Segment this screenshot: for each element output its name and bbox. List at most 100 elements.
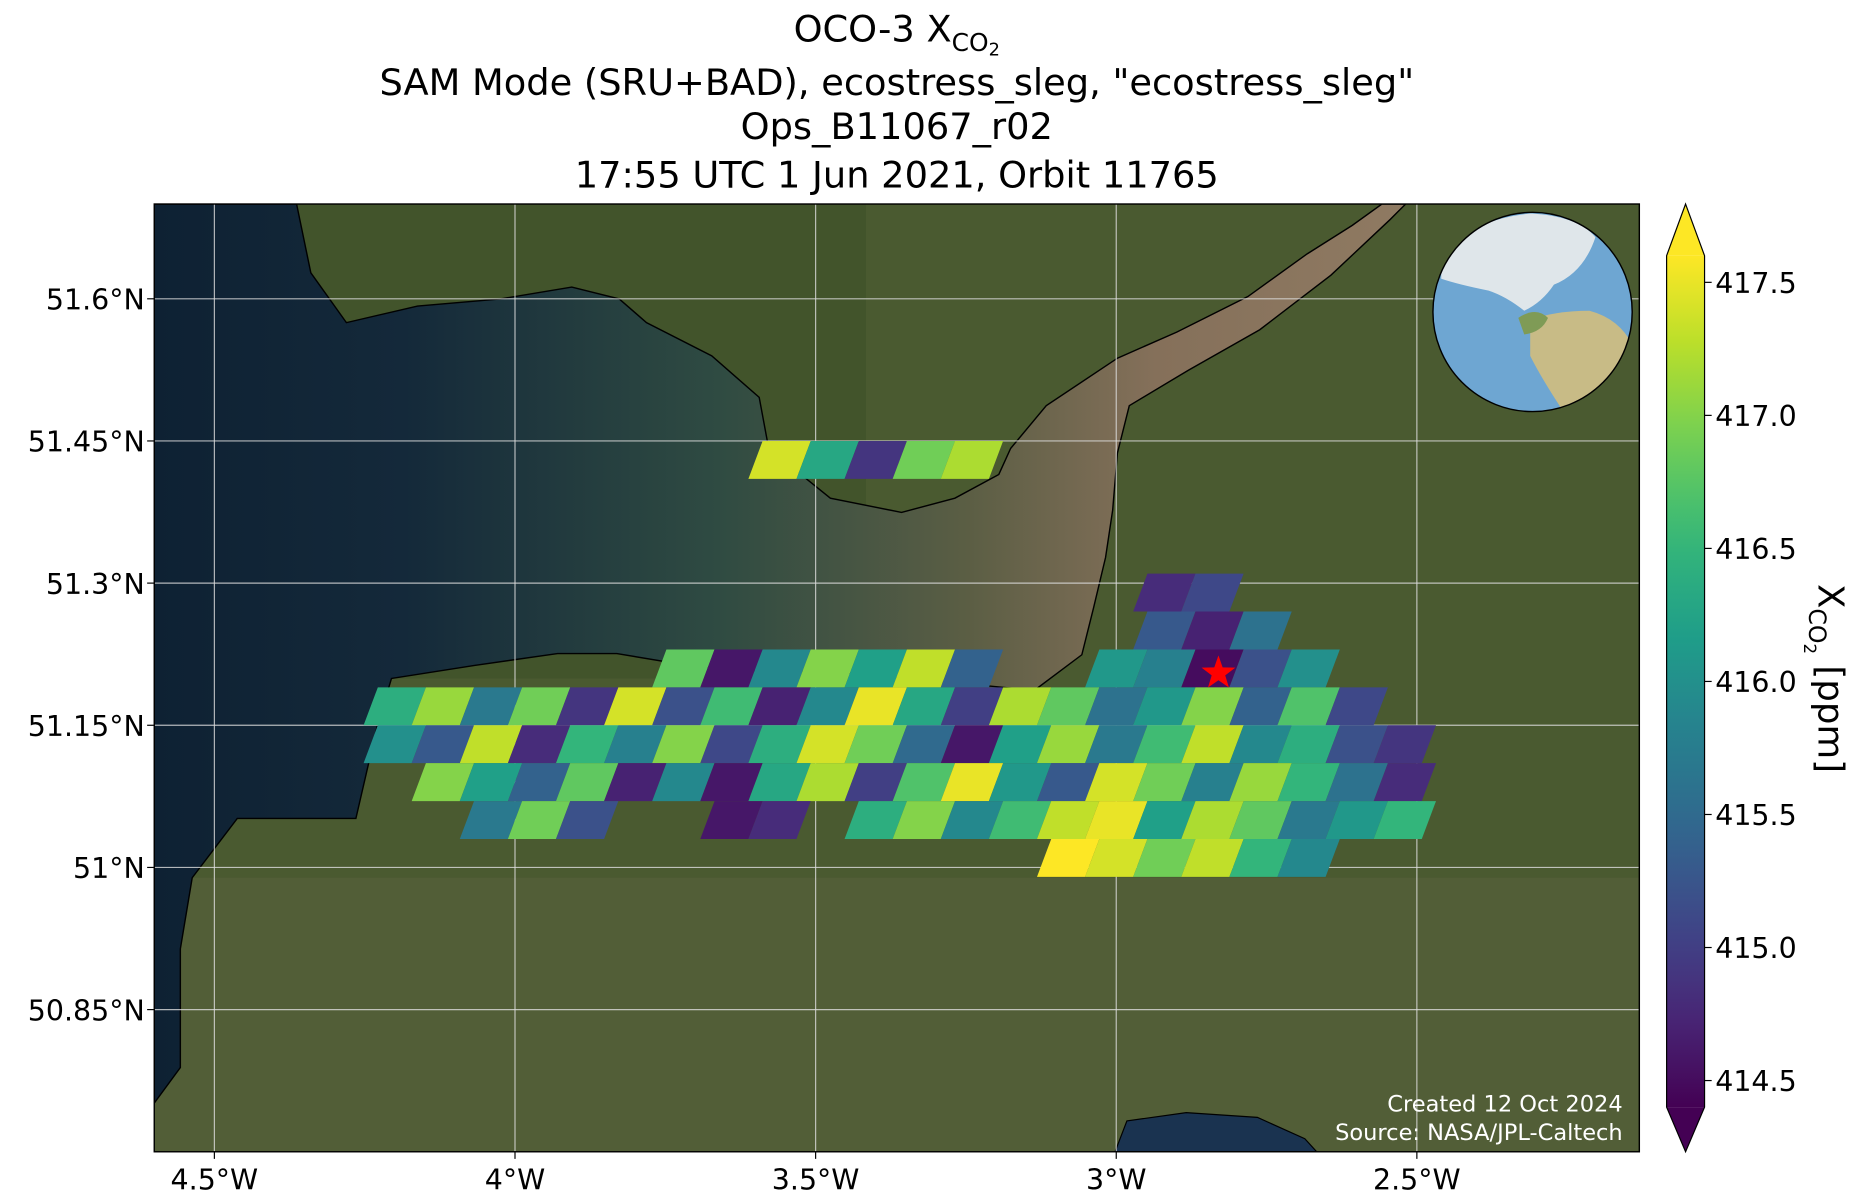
title-text: OCO-3 X: [794, 8, 952, 51]
sounding-cell: [700, 801, 763, 840]
sounding-cell: [1085, 763, 1148, 802]
colorbar-tick-label: 416.0: [1715, 666, 1796, 699]
colorbar-tick-label: 417.0: [1715, 400, 1796, 433]
sounding-cell: [844, 687, 907, 726]
y-tick-label: 51.6°N: [46, 283, 145, 316]
cb-label-subsub: 2: [1800, 644, 1819, 655]
sounding-cell: [1036, 801, 1100, 840]
sounding-cell: [844, 725, 907, 764]
sounding-cell: [1373, 801, 1437, 840]
subtitle: SAM Mode (SRU+BAD), ecostress_sleg, "eco…: [379, 61, 1414, 104]
title-sub: CO: [952, 28, 989, 57]
sounding-cell: [1229, 839, 1292, 877]
sounding-cell: [459, 763, 523, 802]
sounding-cell: [604, 725, 667, 764]
colorbar-extend-top: [1666, 204, 1705, 256]
sounding-cell: [988, 801, 1052, 840]
sounding-cell: [796, 649, 859, 688]
sounding-cell: [1277, 763, 1340, 802]
y-tick-label: 51.45°N: [28, 426, 145, 459]
sounding-cell: [652, 725, 715, 764]
sounding-cell: [507, 687, 571, 726]
sounding-cell: [1133, 649, 1196, 688]
colorbar-tick-label: 415.5: [1715, 799, 1796, 832]
sounding-cell: [1036, 763, 1100, 802]
sounding-cell: [1325, 801, 1388, 840]
sounding-cell: [700, 763, 763, 802]
sounding-cell: [700, 649, 763, 688]
sounding-cell: [1277, 649, 1340, 688]
sounding-cell: [940, 440, 1004, 479]
colorbar-tick-label: 416.5: [1715, 533, 1796, 566]
colorbar: 414.5 415.0 415.5 416.0 416.5 417.0 417.5: [1666, 202, 1797, 1154]
sounding-cell: [1373, 763, 1437, 802]
sounding-cell: [892, 801, 956, 840]
overlay: [1201, 655, 1236, 688]
colorbar-extend-bottom: [1666, 1107, 1705, 1152]
sounding-cell: [1133, 801, 1196, 840]
sounding-cell: [1036, 687, 1100, 726]
y-tick-label: 51.15°N: [28, 710, 145, 743]
sounding-cell: [1325, 725, 1388, 764]
sounding-cell: [796, 725, 859, 764]
soundings: [363, 440, 1437, 877]
sounding-cell: [1325, 763, 1388, 802]
cb-label-text: X: [1809, 584, 1850, 608]
cb-label-sub: CO: [1803, 608, 1831, 643]
sounding-cell: [844, 763, 907, 802]
sounding-cell: [1229, 763, 1292, 802]
sounding-cell: [1085, 649, 1148, 688]
sounding-cell: [988, 725, 1052, 764]
sounding-cell: [1277, 725, 1340, 764]
sounding-cell: [555, 763, 619, 802]
sounding-cell: [555, 801, 619, 840]
sounding-cell: [940, 725, 1004, 764]
sounding-cell: [1181, 801, 1244, 840]
sounding-cell: [459, 687, 523, 726]
sounding-cell: [1181, 725, 1244, 764]
sounding-cell: [1229, 687, 1292, 726]
sounding-cell: [1229, 649, 1292, 688]
sounding-cell: [1277, 801, 1340, 840]
sounding-cell: [1085, 839, 1148, 877]
sounding-cell: [555, 687, 619, 726]
sounding-cell: [748, 649, 811, 688]
subtitle: Ops_B11067_r02: [741, 105, 1053, 148]
sounding-cell: [1229, 611, 1292, 650]
sounding-cell: [1036, 839, 1100, 877]
globe-ice: [1441, 213, 1596, 311]
sounding-cell: [748, 763, 811, 802]
sounding-cell: [1133, 573, 1196, 612]
x-tick-label: 4°W: [485, 1164, 545, 1197]
land-devon: [154, 877, 1640, 1152]
sounding-cell: [459, 725, 523, 764]
x-tick-label: 2.5°W: [1373, 1164, 1461, 1197]
sounding-cell: [1133, 687, 1196, 726]
sounding-cell: [940, 801, 1004, 840]
sounding-cell: [1181, 763, 1244, 802]
sounding-cell: [1181, 839, 1244, 877]
sounding-cell: [892, 440, 956, 479]
globe-outline: [1432, 211, 1633, 413]
sounding-cell: [1325, 687, 1388, 726]
sounding-cell: [604, 763, 667, 802]
colorbar-tick-label: 415.0: [1715, 932, 1796, 965]
sounding-cell: [411, 687, 475, 726]
sounding-cell: [1085, 725, 1148, 764]
y-tick-label: 51.3°N: [46, 568, 145, 601]
sounding-cell: [940, 763, 1004, 802]
sounding-cell: [1277, 839, 1340, 877]
sounding-cell: [940, 649, 1004, 688]
subtitle: 17:55 UTC 1 Jun 2021, Orbit 11765: [575, 153, 1219, 196]
sounding-cell: [892, 687, 956, 726]
title-subsub: 2: [989, 40, 1000, 61]
sounding-cell: [652, 649, 715, 688]
sounding-cell: [652, 763, 715, 802]
colorbar-outline: [1666, 202, 1706, 1154]
sounding-cell: [796, 687, 859, 726]
sounding-cell: [363, 687, 426, 726]
y-tick-label: 50.85°N: [28, 994, 145, 1027]
sounding-cell: [604, 687, 667, 726]
sounding-cell: [796, 763, 859, 802]
